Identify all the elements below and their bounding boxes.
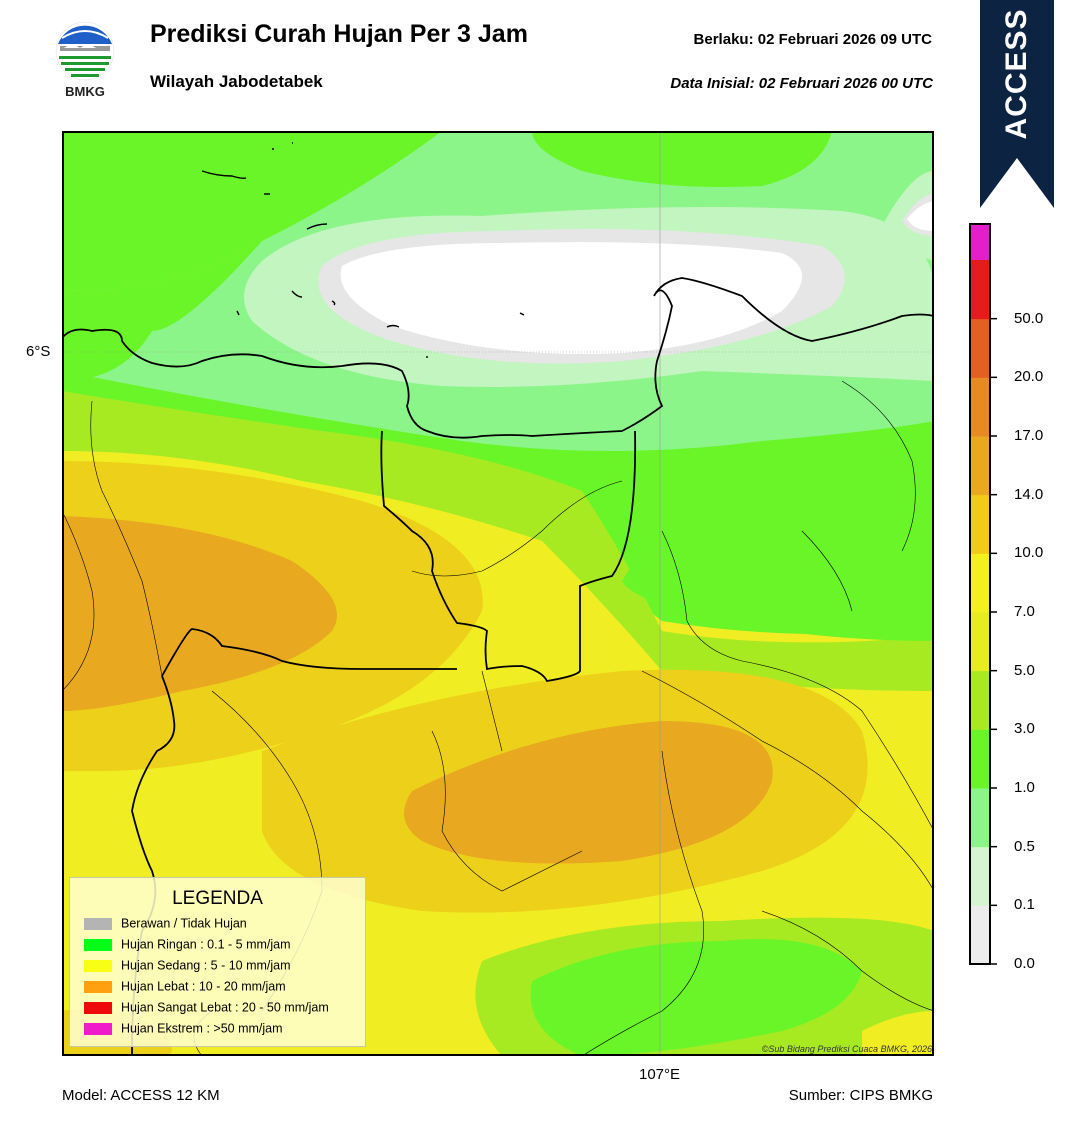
legend-label: Hujan Ringan : 0.1 - 5 mm/jam (121, 937, 291, 952)
region-subtitle: Wilayah Jabodetabek (150, 72, 323, 91)
init-time: Data Inisial: 02 Februari 2026 00 UTC (670, 75, 933, 92)
colorbar-segment (970, 905, 990, 965)
colorbar-segment (970, 494, 990, 554)
legend-swatch (84, 938, 112, 951)
colorbar-tick-label: 0.1 (1014, 896, 1035, 914)
colorbar-tick-label: 0.5 (1014, 837, 1035, 855)
legend-swatch (84, 1022, 112, 1035)
colorbar-tick-label: 20.0 (1014, 368, 1044, 386)
latitude-label: 6°S (26, 343, 51, 360)
legend-label: Hujan Ekstrem : >50 mm/jam (121, 1021, 283, 1036)
legend-box: LEGENDA Berawan / Tidak Hujan Hujan Ring… (69, 877, 366, 1047)
source-label: Sumber: CIPS BMKG (788, 1087, 933, 1104)
islands (201, 142, 525, 358)
valid-time: Berlaku: 02 Februari 2026 09 UTC (693, 31, 932, 48)
legend-item: Hujan Sangat Lebat : 20 - 50 mm/jam (84, 1000, 329, 1017)
rainfall-field (62, 131, 934, 1056)
province-boundary-south (161, 628, 457, 677)
legend-title: LEGENDA (172, 888, 263, 909)
colorbar-tick-label: 0.0 (1014, 955, 1035, 972)
colorbar-segment (970, 846, 990, 906)
legend-swatch (84, 980, 112, 993)
legend-item: Hujan Ringan : 0.1 - 5 mm/jam (84, 937, 291, 954)
colorbar-segment (970, 670, 990, 730)
legend-label: Berawan / Tidak Hujan (121, 916, 247, 931)
legend-item: Berawan / Tidak Hujan (84, 916, 247, 933)
legend-label: Hujan Lebat : 10 - 20 mm/jam (121, 979, 286, 994)
colorbar-tick-label: 1.0 (1014, 779, 1035, 796)
rainfall-map (62, 131, 934, 1056)
province-boundary-east (380, 430, 637, 682)
ribbon-label: ACCESS (982, 4, 1052, 144)
colorbar-segment (970, 260, 990, 320)
colorbar-tick-label: 50.0 (1014, 309, 1044, 327)
colorbar-tick-label: 7.0 (1014, 603, 1035, 620)
coastline (62, 277, 934, 439)
colorbar-segment (970, 553, 990, 613)
colorbar-frame (969, 223, 991, 965)
colorbar-segment (970, 318, 990, 378)
legend-item: Hujan Sedang : 5 - 10 mm/jam (84, 958, 291, 975)
logo-text: BMKG (65, 84, 105, 99)
legend-swatch (84, 1001, 112, 1014)
legend-swatch (84, 917, 112, 930)
colorbar-segment (970, 377, 990, 437)
district-boundaries (62, 380, 934, 1056)
longitude-label: 107°E (639, 1066, 681, 1083)
colorbar-segment (970, 729, 990, 789)
bmkg-logo: BMKG (52, 20, 118, 102)
legend-swatch (84, 959, 112, 972)
colorbar-tick-label: 5.0 (1014, 661, 1035, 679)
colorbar-tick-label: 17.0 (1014, 427, 1044, 444)
page-title: Prediksi Curah Hujan Per 3 Jam (150, 20, 528, 48)
legend-label: Hujan Sangat Lebat : 20 - 50 mm/jam (121, 1000, 329, 1015)
map-frame (62, 131, 934, 1056)
colorbar-segment (970, 436, 990, 496)
ribbon-text: ACCESS (1000, 8, 1033, 140)
model-label: Model: ACCESS 12 KM (62, 1087, 220, 1104)
colorbar (969, 223, 997, 965)
colorbar-segment (970, 788, 990, 848)
legend-item: Hujan Lebat : 10 - 20 mm/jam (84, 979, 286, 996)
colorbar-tick-label: 14.0 (1014, 485, 1044, 503)
colorbar-segment (970, 612, 990, 672)
copyright-note: ©Sub Bidang Prediksi Cuaca BMKG, 2026 (761, 1044, 932, 1054)
legend-item: Hujan Ekstrem : >50 mm/jam (84, 1021, 283, 1038)
colorbar-tick-label: 3.0 (1014, 720, 1035, 738)
colorbar-segment-extreme (970, 224, 990, 260)
legend-label: Hujan Sedang : 5 - 10 mm/jam (121, 958, 291, 973)
colorbar-tick-label: 10.0 (1014, 544, 1044, 562)
access-ribbon (980, 0, 1054, 208)
